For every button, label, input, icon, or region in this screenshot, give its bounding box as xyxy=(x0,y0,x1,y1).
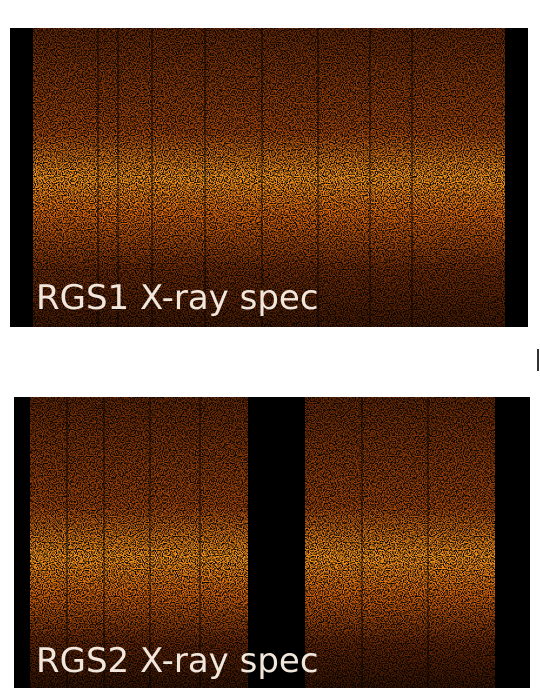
panel-label: RGS2 X-ray spec xyxy=(36,641,319,681)
edge-mark xyxy=(537,349,539,371)
panel-label: RGS1 X-ray spec xyxy=(36,278,319,318)
spectrum-panel: RGS2 X-ray spec xyxy=(14,397,530,688)
spectrum-panel: RGS1 X-ray spec xyxy=(10,28,528,327)
